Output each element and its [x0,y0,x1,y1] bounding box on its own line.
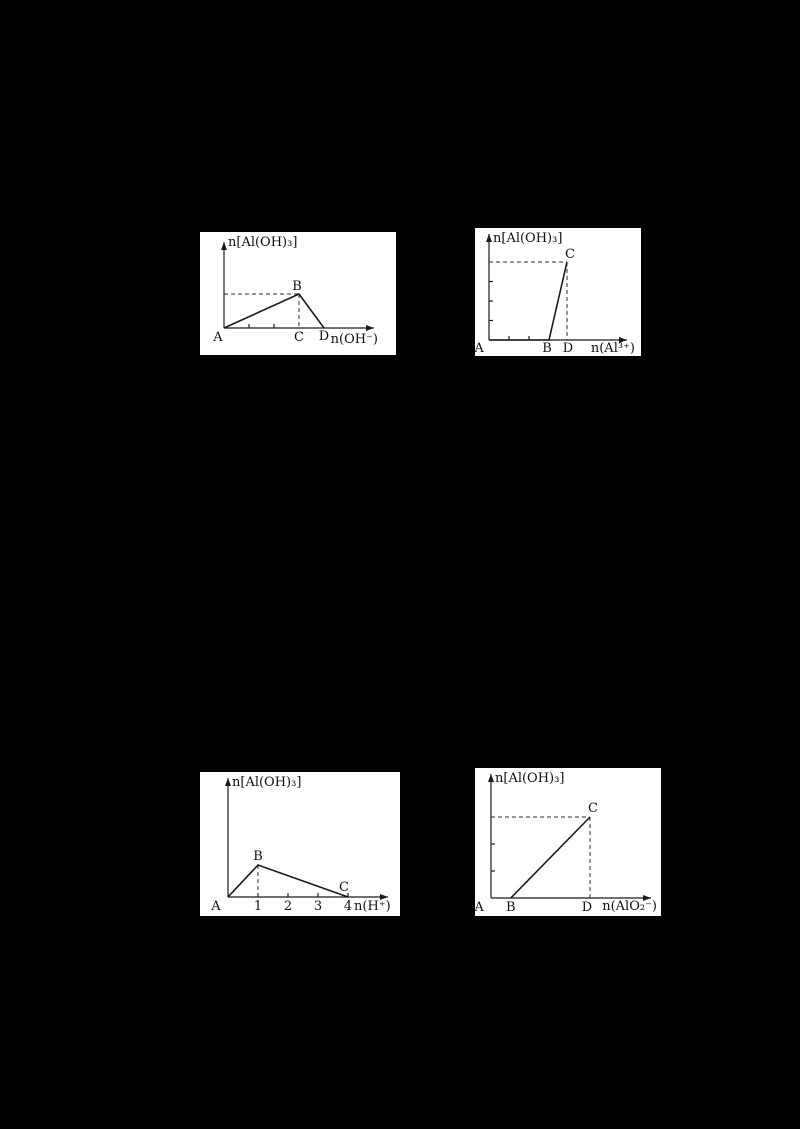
y-axis-label: n[Al(OH)₃] [228,235,297,250]
point-label-A: A [475,341,484,356]
point-label-D: D [563,341,573,356]
x-axis-label: n(Al³⁺) [591,341,635,356]
chart-aloh3-vs-hplus: 1 2 3 4 A B Cn[Al(OH)₃] n(H⁺) [210,775,391,914]
x-axis-label: n(OH⁻) [331,332,378,347]
point-label-C: C [339,880,349,895]
point-label-C: C [565,247,575,262]
point-label-C: C [294,330,304,345]
chart-aloh3-vs-al3plus: A B C Dn[Al(OH)₃] n(Al³⁺) [475,231,635,356]
y-axis-arrow-icon [221,242,227,250]
y-axis-arrow-icon [225,778,231,786]
x-tick-label: 4 [344,899,352,914]
point-label-C: C [588,801,598,816]
point-label-B: B [506,900,516,915]
y-axis-label: n[Al(OH)₃] [495,771,564,786]
y-axis-label: n[Al(OH)₃] [493,231,562,246]
y-axis-arrow-icon [488,774,494,782]
point-label-A: A [475,900,484,915]
x-axis-arrow-icon [380,894,388,900]
y-axis-arrow-icon [486,234,492,242]
point-label-D: D [582,900,592,915]
point-label-B: B [542,341,552,356]
x-axis-label: n(AlO₂⁻) [602,899,657,914]
point-label-B: B [253,849,263,864]
x-tick-label: 1 [254,899,262,914]
point-label-A: A [212,330,223,345]
point-label-B: B [292,279,302,294]
chart-aloh3-vs-alo2minus: A B C Dn[Al(OH)₃] n(AlO₂⁻) [475,771,657,915]
x-axis-arrow-icon [366,325,374,331]
data-line [489,261,568,341]
x-axis-label: n(H⁺) [354,899,391,914]
y-axis-label: n[Al(OH)₃] [232,775,301,790]
x-tick-label: 2 [284,899,292,914]
data-line [510,816,591,899]
point-label-D: D [319,329,329,344]
x-axis-arrow-icon [643,895,651,901]
chart-aloh3-vs-oh: A B C Dn[Al(OH)₃] n(OH⁻) [212,235,378,347]
point-label-A: A [210,899,221,914]
data-line [227,864,349,898]
x-tick-label: 3 [314,899,322,914]
data-line [223,293,325,329]
x-axis-arrow-icon [619,337,627,343]
